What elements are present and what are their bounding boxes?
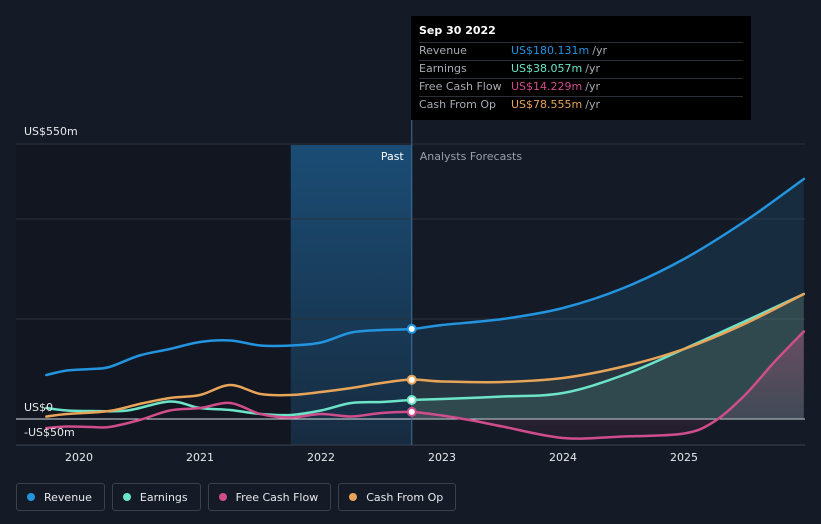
legend-label: Revenue [44, 490, 92, 504]
tooltip-value: US$78.555m [511, 98, 583, 111]
legend-item-earnings[interactable]: Earnings [111, 483, 201, 511]
tooltip: Sep 30 2022 Revenue US$180.131m/yr Earning… [411, 16, 751, 120]
past-highlight-band [290, 145, 412, 445]
tooltip-value: US$38.057m [511, 62, 583, 75]
tooltip-unit: /yr [585, 98, 600, 111]
legend-dot-icon [349, 493, 358, 501]
revenue-marker [406, 323, 417, 334]
revenue-area [411, 179, 804, 419]
tooltip-value: US$180.131m [511, 44, 590, 57]
legend-dot-icon [218, 493, 227, 501]
free-cash-flow-line [45, 330, 806, 440]
legend-label: Earnings [139, 490, 188, 504]
tooltip-label: Revenue [419, 44, 467, 57]
legend-dot-icon [27, 493, 35, 501]
legend-item-revenue[interactable]: Revenue [16, 483, 105, 511]
tooltip-label: Free Cash Flow [419, 80, 502, 93]
tooltip-row-earnings: Earnings US$38.057m/yr [419, 60, 743, 78]
tooltip-row-revenue: Revenue US$180.131m/yr [419, 42, 743, 60]
tooltip-date: Sep 30 2022 [419, 24, 496, 37]
forecast-label: Analysts Forecasts [420, 150, 523, 163]
free-cash-flow-marker [406, 406, 417, 417]
x-tick-label: 2025 [670, 451, 698, 464]
x-tick-label: 2020 [65, 451, 93, 464]
legend: Revenue Earnings Free Cash Flow Cash From O… [16, 483, 463, 511]
legend-dot-icon [122, 493, 131, 501]
cash-from-op-line [45, 292, 806, 418]
tooltip-value: US$14.229m [511, 80, 583, 93]
earnings-line [45, 292, 806, 417]
y-tick-label: US$550m [24, 125, 78, 138]
x-tick-label: 2022 [307, 451, 335, 464]
past-background [16, 145, 291, 445]
revenue-line [45, 177, 806, 377]
legend-label: Cash From Op [366, 490, 444, 504]
cash-from-op-marker [406, 374, 417, 385]
legend-item-free-cash-flow[interactable]: Free Cash Flow [207, 483, 332, 511]
earnings-marker [406, 394, 417, 405]
tooltip-row-free-cash-flow: Free Cash Flow US$14.229m/yr [419, 78, 743, 96]
legend-item-cash-from-op[interactable]: Cash From Op [338, 483, 457, 511]
tooltip-unit: /yr [592, 44, 607, 57]
tooltip-label: Cash From Op [419, 98, 497, 111]
earnings-area [411, 294, 804, 419]
x-tick-label: 2024 [549, 451, 577, 464]
legend-label: Free Cash Flow [235, 490, 319, 504]
tooltip-unit: /yr [585, 80, 600, 93]
x-tick-label: 2023 [428, 451, 456, 464]
cash-from-op-area [411, 294, 804, 419]
past-label: Past [381, 150, 405, 163]
tooltip-label: Earnings [419, 62, 467, 75]
tooltip-unit: /yr [585, 62, 600, 75]
tooltip-row-cash-from-op: Cash From Op US$78.555m/yr [419, 96, 743, 114]
y-tick-label: -US$50m [24, 426, 75, 439]
y-tick-label: US$0 [24, 401, 53, 414]
x-tick-label: 2021 [186, 451, 214, 464]
